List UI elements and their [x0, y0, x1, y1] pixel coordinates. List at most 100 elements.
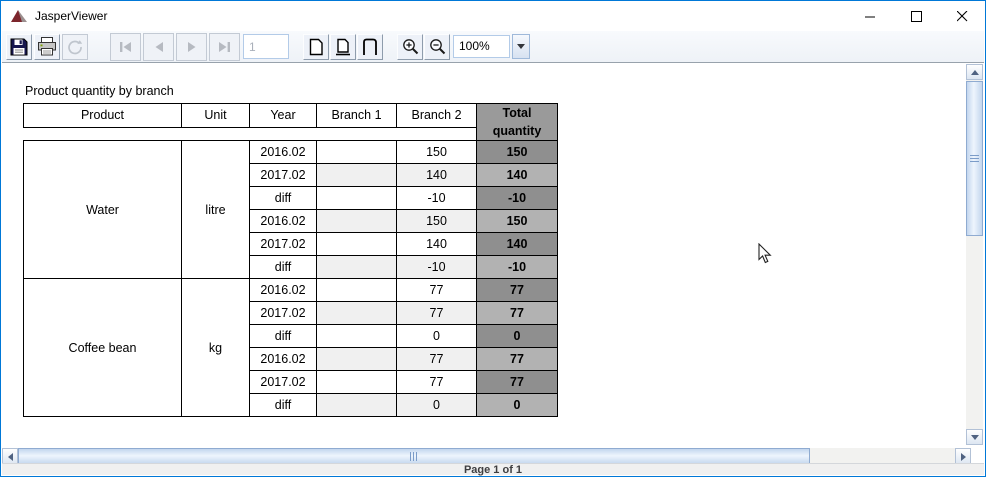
unit-cell: kg — [181, 278, 250, 418]
zoom-in-button[interactable] — [397, 33, 423, 60]
save-button[interactable] — [6, 33, 32, 60]
table-cell: 77 — [476, 301, 558, 326]
table-cell — [316, 301, 397, 326]
last-page-icon — [219, 41, 230, 52]
table-cell: 2017.02 — [249, 232, 317, 257]
table-row: diff 0 0 — [24, 393, 558, 418]
print-button[interactable] — [34, 33, 60, 60]
scroll-grip-icon — [410, 452, 418, 461]
table-cell: diff — [249, 186, 317, 211]
table-cell: 140 — [396, 232, 477, 257]
zoom-level-combobox[interactable]: 100% — [453, 35, 510, 58]
title-bar: JasperViewer — [1, 1, 985, 31]
table-cell: 150 — [396, 140, 477, 165]
scroll-grip-icon — [970, 154, 979, 163]
zoom-dropdown-button[interactable] — [512, 34, 530, 59]
table-cell: -10 — [476, 255, 558, 280]
zoom-out-button[interactable] — [424, 33, 450, 60]
table-cell — [316, 232, 397, 257]
table-cell: -10 — [476, 186, 558, 211]
column-header-total-quantity: Total quantity — [476, 102, 558, 142]
fit-page-button[interactable] — [330, 33, 356, 60]
page-number-input[interactable] — [243, 34, 289, 59]
table-cell — [316, 347, 397, 372]
status-bar: Page 1 of 1 — [2, 463, 984, 476]
next-page-button[interactable] — [176, 32, 207, 61]
table-cell — [316, 209, 397, 234]
vertical-scroll-thumb[interactable] — [966, 81, 983, 236]
table-cell: 2016.02 — [249, 347, 317, 372]
table-cell: 2017.02 — [249, 163, 317, 188]
report-title: Product quantity by branch — [25, 84, 174, 98]
close-icon — [956, 10, 967, 21]
report-viewport: Product quantity by branch Product Unit … — [2, 64, 966, 448]
table-cell: 77 — [476, 370, 558, 395]
table-cell: 77 — [476, 347, 558, 372]
table-header-row: Product Unit Year Branch 1 Branch 2 Tota… — [23, 102, 558, 142]
arrow-left-icon — [7, 452, 13, 461]
table-cell: 2017.02 — [249, 370, 317, 395]
printer-icon — [38, 37, 56, 56]
unit-cell: litre — [181, 140, 250, 280]
toolbar: 100% — [2, 31, 984, 63]
table-cell: 150 — [396, 209, 477, 234]
report-table-body: Water litre 2016.02 150 150 2017.02 140 140 diff… — [23, 140, 558, 418]
table-row: 2017.02 77 77 — [24, 370, 558, 395]
table-cell: -10 — [396, 255, 477, 280]
table-row: 2016.02 150 150 — [24, 209, 558, 234]
actual-size-button[interactable] — [303, 33, 329, 60]
table-cell: 77 — [396, 347, 477, 372]
table-cell — [316, 324, 397, 349]
header-gap-cell — [23, 127, 477, 141]
report-table: Product Unit Year Branch 1 Branch 2 Tota… — [23, 102, 558, 418]
table-cell: 150 — [476, 140, 558, 165]
table-cell: 140 — [476, 163, 558, 188]
minimize-button[interactable] — [847, 1, 893, 31]
horizontal-scrollbar[interactable] — [2, 448, 971, 465]
table-row: Coffee bean kg 2016.02 77 77 — [23, 278, 558, 418]
table-row: Water litre 2016.02 150 150 — [23, 140, 558, 280]
table-cell — [316, 163, 397, 188]
arrow-right-icon — [960, 452, 966, 461]
next-page-icon — [187, 41, 195, 52]
scroll-up-button[interactable] — [966, 64, 983, 80]
arrow-up-icon — [970, 69, 979, 75]
column-header-unit: Unit — [181, 103, 250, 128]
first-page-button[interactable] — [110, 32, 141, 61]
scroll-down-button[interactable] — [966, 429, 983, 445]
column-header-branch2: Branch 2 — [396, 103, 477, 128]
maximize-icon — [910, 10, 922, 22]
table-cell: 77 — [476, 278, 558, 303]
vertical-scrollbar[interactable] — [966, 64, 983, 445]
table-cell: diff — [249, 324, 317, 349]
previous-page-icon — [155, 41, 163, 52]
reload-button[interactable] — [62, 33, 88, 60]
product-cell: Coffee bean — [23, 278, 182, 418]
reload-icon — [68, 39, 83, 54]
table-cell: 0 — [396, 393, 477, 418]
table-cell — [316, 255, 397, 280]
column-header-product: Product — [23, 103, 182, 128]
table-row: 2017.02 140 140 — [24, 232, 558, 257]
table-row: 2016.02 77 77 — [24, 347, 558, 372]
window-controls — [847, 1, 985, 31]
table-row: diff -10 -10 — [24, 255, 558, 280]
maximize-button[interactable] — [893, 1, 939, 31]
previous-page-button[interactable] — [143, 32, 174, 61]
table-row: 2017.02 140 140 — [24, 163, 558, 188]
zoom-out-icon — [429, 39, 445, 55]
header-gap-row — [23, 127, 558, 141]
table-cell — [316, 186, 397, 211]
last-page-button[interactable] — [209, 32, 240, 61]
fit-width-button[interactable] — [357, 33, 383, 60]
table-cell — [316, 370, 397, 395]
table-cell: 2017.02 — [249, 301, 317, 326]
window-title: JasperViewer — [35, 9, 108, 23]
actual-size-page-icon — [309, 38, 323, 55]
table-cell: 77 — [396, 301, 477, 326]
table-cell: 2016.02 — [249, 278, 317, 303]
table-cell — [316, 140, 397, 165]
close-button[interactable] — [939, 1, 985, 31]
page-status-text: Page 1 of 1 — [463, 464, 523, 476]
